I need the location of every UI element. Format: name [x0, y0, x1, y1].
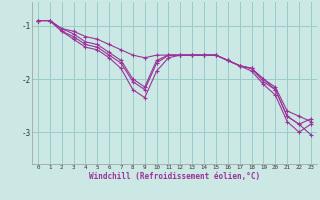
X-axis label: Windchill (Refroidissement éolien,°C): Windchill (Refroidissement éolien,°C) [89, 172, 260, 181]
